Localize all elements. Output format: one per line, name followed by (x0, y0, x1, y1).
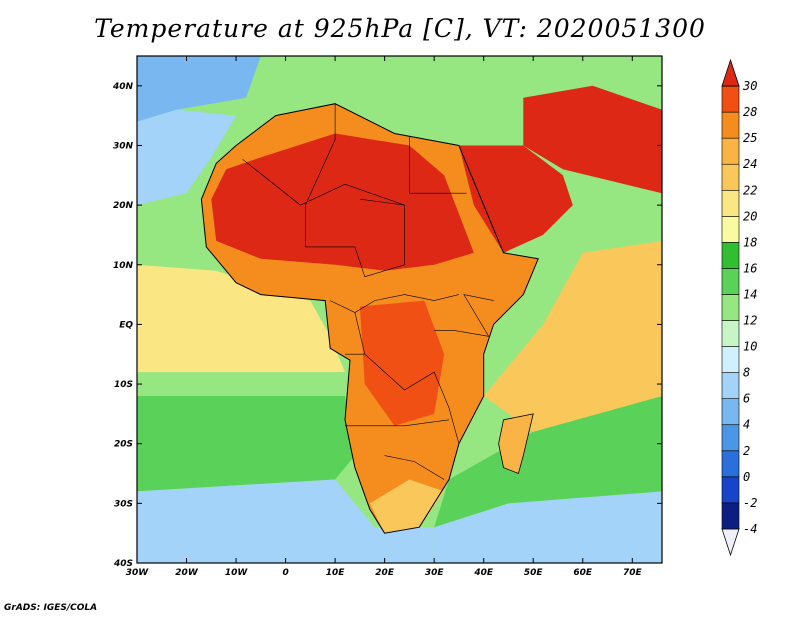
border-line (359, 198, 405, 206)
lat-tick-label: 40S (113, 559, 133, 569)
lat-tick-label: 40N (112, 82, 134, 92)
colorbar-bin (721, 372, 740, 399)
lat-tick-label: 30S (114, 499, 133, 509)
region-indian-mid (434, 396, 662, 528)
region-sahara-hot (211, 133, 474, 271)
colorbar-bin (721, 85, 740, 113)
region-cape-south (369, 479, 445, 534)
region-south-atlantic-green (137, 396, 355, 492)
colorbar-label: 25 (743, 131, 757, 145)
lon-tick-label: 50E (524, 568, 544, 578)
colorbar-label: -2 (743, 496, 757, 510)
colorbar-label: 14 (743, 287, 757, 301)
colorbar-bin (721, 137, 740, 165)
colorbar-label: 0 (743, 470, 750, 484)
temperature-field (137, 56, 662, 563)
lat-tick-label: 10N (113, 261, 134, 271)
colorbar-label: 24 (743, 157, 757, 171)
lat-tick-label: EQ (119, 320, 133, 330)
colorbar-label: 18 (743, 235, 757, 249)
border-line (384, 455, 445, 480)
lat-tick-label: 20N (113, 201, 134, 211)
region-atlantic-mid (137, 109, 237, 206)
lat-tick-label: 10S (114, 380, 133, 390)
colorbar-bin (721, 502, 740, 530)
border-line (305, 103, 336, 206)
lat-tick-label: 20S (114, 440, 133, 450)
region-indian-tropical (483, 240, 662, 432)
colorbar-bin (721, 346, 740, 373)
latitude-axis: 40N 30N 20N 10N EQ 10S 20S 30S 40S (112, 82, 662, 569)
lat-tick-label: 30N (113, 141, 134, 151)
colorbar-label: 2 (743, 444, 750, 458)
lon-tick-label: 20W (175, 568, 199, 578)
region-arabia (458, 145, 573, 253)
chart-title: Temperature at 925hPa [C], VT: 202005130… (94, 14, 706, 43)
colorbar-bin (721, 320, 740, 347)
lon-tick-label: 20E (375, 568, 395, 578)
region-north-cold-sea (137, 56, 261, 122)
colorbar-bin (721, 294, 740, 321)
colorbar-label: 28 (743, 105, 757, 119)
border-line (305, 205, 405, 278)
map-border (136, 55, 663, 564)
colorbar-label: 16 (743, 261, 757, 275)
region-tropical-atlantic (137, 264, 345, 373)
map-frame (136, 55, 663, 564)
colorbar-bin (721, 163, 740, 191)
credit-label: GrADS: IGES/COLA (4, 603, 98, 613)
colorbar-label: 30 (742, 79, 757, 93)
border-line (364, 353, 460, 444)
lon-tick-label: 70E (623, 568, 643, 578)
colorbar-low-arrow (721, 528, 740, 557)
colorbar-bin (721, 450, 740, 478)
country-boundaries (200, 103, 539, 534)
region-madagascar (498, 413, 534, 475)
region-persia (523, 85, 662, 194)
region-indian-south (434, 491, 662, 563)
colorbar-bin (721, 111, 740, 139)
colorbar-label: 8 (743, 366, 750, 380)
colorbar-bin (721, 398, 740, 426)
colorbar-bin (721, 189, 740, 217)
lon-tick-label: 60E (573, 568, 593, 578)
colorbar-bin (721, 216, 740, 243)
border-line (330, 294, 459, 313)
lon-tick-label: 30W (126, 568, 150, 578)
colorbar-bin (721, 242, 740, 269)
border-line (409, 136, 467, 194)
region-south-atlantic-blue (137, 479, 435, 563)
region-central-africa-hot (359, 300, 445, 426)
colorbar-bin (721, 424, 740, 452)
colorbar-label: 22 (743, 183, 757, 197)
border-line (434, 294, 494, 337)
colorbar-label: 12 (743, 314, 757, 328)
border-line (345, 419, 450, 427)
colorbar-label: 6 (743, 392, 750, 406)
lon-tick-label: 30E (425, 568, 445, 578)
colorbar-label: -4 (743, 522, 757, 536)
colorbar-bin (721, 476, 740, 504)
colorbar-label: 4 (743, 418, 750, 432)
lon-tick-label: 40E (473, 568, 494, 578)
colorbar-bin (721, 268, 740, 295)
lon-tick-label: 10W (225, 568, 249, 578)
colorbar-label: 10 (743, 340, 757, 354)
longitude-axis: 30W 20W 10W 0 10E 20E 30E 40E 50E 60E 70E (126, 56, 643, 578)
lon-tick-label: 0 (282, 568, 288, 578)
region-atlantic-green (137, 193, 202, 271)
border-line (242, 158, 405, 265)
colorbar-label: 20 (743, 209, 757, 223)
lon-tick-label: 10E (326, 568, 346, 578)
colorbar-high-arrow (721, 58, 740, 87)
